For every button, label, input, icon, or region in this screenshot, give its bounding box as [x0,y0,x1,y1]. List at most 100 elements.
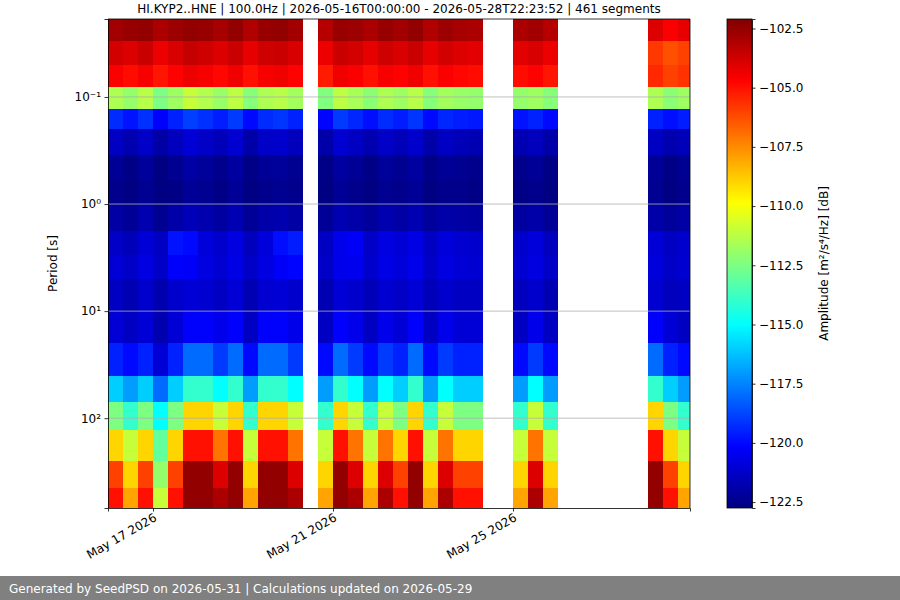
heatmap-cell [513,255,528,279]
heatmap-cell [123,129,138,155]
heatmap-cell [108,255,123,279]
heatmap-cell [243,311,258,343]
heatmap-cell [168,129,183,155]
heatmap-cell [168,488,183,508]
heatmap-cell [678,255,690,279]
heatmap-cell [258,41,273,65]
heatmap-cell [138,311,153,343]
heatmap-cell [243,488,258,508]
heatmap-cell [198,155,213,180]
heatmap-cell [528,461,543,488]
colorbar-tick-label: −110.0 [759,199,803,213]
heatmap-cell [258,180,273,204]
heatmap-cell [528,311,543,343]
heatmap-cell [453,279,468,311]
heatmap-cell [123,255,138,279]
heatmap-cell [678,155,690,180]
grid-line-y [108,418,690,419]
heatmap-cell [663,41,678,65]
heatmap-cell [528,402,543,431]
heatmap-cell [648,155,663,180]
heatmap-cell [678,19,690,41]
heatmap-cell [198,402,213,431]
heatmap-cell [453,204,468,231]
y-tick-mark [105,418,109,419]
heatmap-cell [648,311,663,343]
heatmap-cell [438,180,453,204]
heatmap-cell [648,402,663,431]
heatmap-cell [198,87,213,110]
heatmap-cell [348,129,363,155]
heatmap-cell [243,109,258,129]
heatmap-cell [258,19,273,41]
heatmap-cell [468,204,483,231]
heatmap-cell [333,376,348,402]
heatmap-cell [378,343,393,375]
colorbar-tick: −117.5 [752,377,803,391]
heatmap-cell [363,402,378,431]
heatmap-cell [438,129,453,155]
heatmap-cell [108,430,123,460]
heatmap-cell [528,129,543,155]
footer-bar [0,576,900,600]
heatmap-cell [408,204,423,231]
heatmap-cell [408,19,423,41]
colorbar-tick-label: −117.5 [759,377,803,391]
heatmap-cell [348,204,363,231]
heatmap-cell [648,41,663,65]
heatmap-cell [528,155,543,180]
heatmap-cell [153,402,168,431]
heatmap-cell [453,343,468,375]
heatmap-cell [198,231,213,255]
colorbar-tick-label: −107.5 [759,140,803,154]
y-axis-line [105,20,109,509]
heatmap-cell [183,461,198,488]
y-tick-label: 10¹ [81,304,101,318]
heatmap-cell [648,430,663,460]
heatmap-cell [393,430,408,460]
heatmap-cell [138,461,153,488]
heatmap-cell [258,279,273,311]
colorbar-tick-label: −105.0 [759,81,803,95]
heatmap-cell [453,376,468,402]
heatmap-cell [273,65,288,87]
heatmap-cell [378,376,393,402]
heatmap-cell [468,87,483,110]
heatmap-cell [213,19,228,41]
heatmap-cell [408,430,423,460]
heatmap-cell [213,65,228,87]
heatmap-cell [378,109,393,129]
heatmap-cell [423,255,438,279]
heatmap-cell [678,180,690,204]
heatmap-cell [183,279,198,311]
heatmap-cell [273,41,288,65]
colorbar-tick-label: −122.5 [759,495,803,509]
heatmap-cell [258,231,273,255]
heatmap-cell [378,129,393,155]
y-tick: 10⁰ [81,197,108,211]
y-tick-mark [105,97,109,98]
heatmap-cell [408,41,423,65]
heatmap-cell [408,255,423,279]
heatmap-cell [138,430,153,460]
heatmap-cell [423,430,438,460]
y-tick: 10⁻¹ [75,90,108,104]
heatmap-cell [333,109,348,129]
heatmap-cell [408,402,423,431]
heatmap-cell [378,279,393,311]
heatmap-cell [288,279,303,311]
heatmap-cell [513,343,528,375]
heatmap-cell [453,231,468,255]
heatmap-cell [453,87,468,110]
heatmap-cell [423,231,438,255]
heatmap-cell [258,488,273,508]
heatmap-cell [423,180,438,204]
heatmap-cell [438,311,453,343]
heatmap-cell [318,279,333,311]
heatmap-cell [543,461,558,488]
heatmap-cell [183,129,198,155]
heatmap-cell [348,430,363,460]
heatmap-cell [333,311,348,343]
heatmap-cell [138,109,153,129]
heatmap-cell [663,180,678,204]
